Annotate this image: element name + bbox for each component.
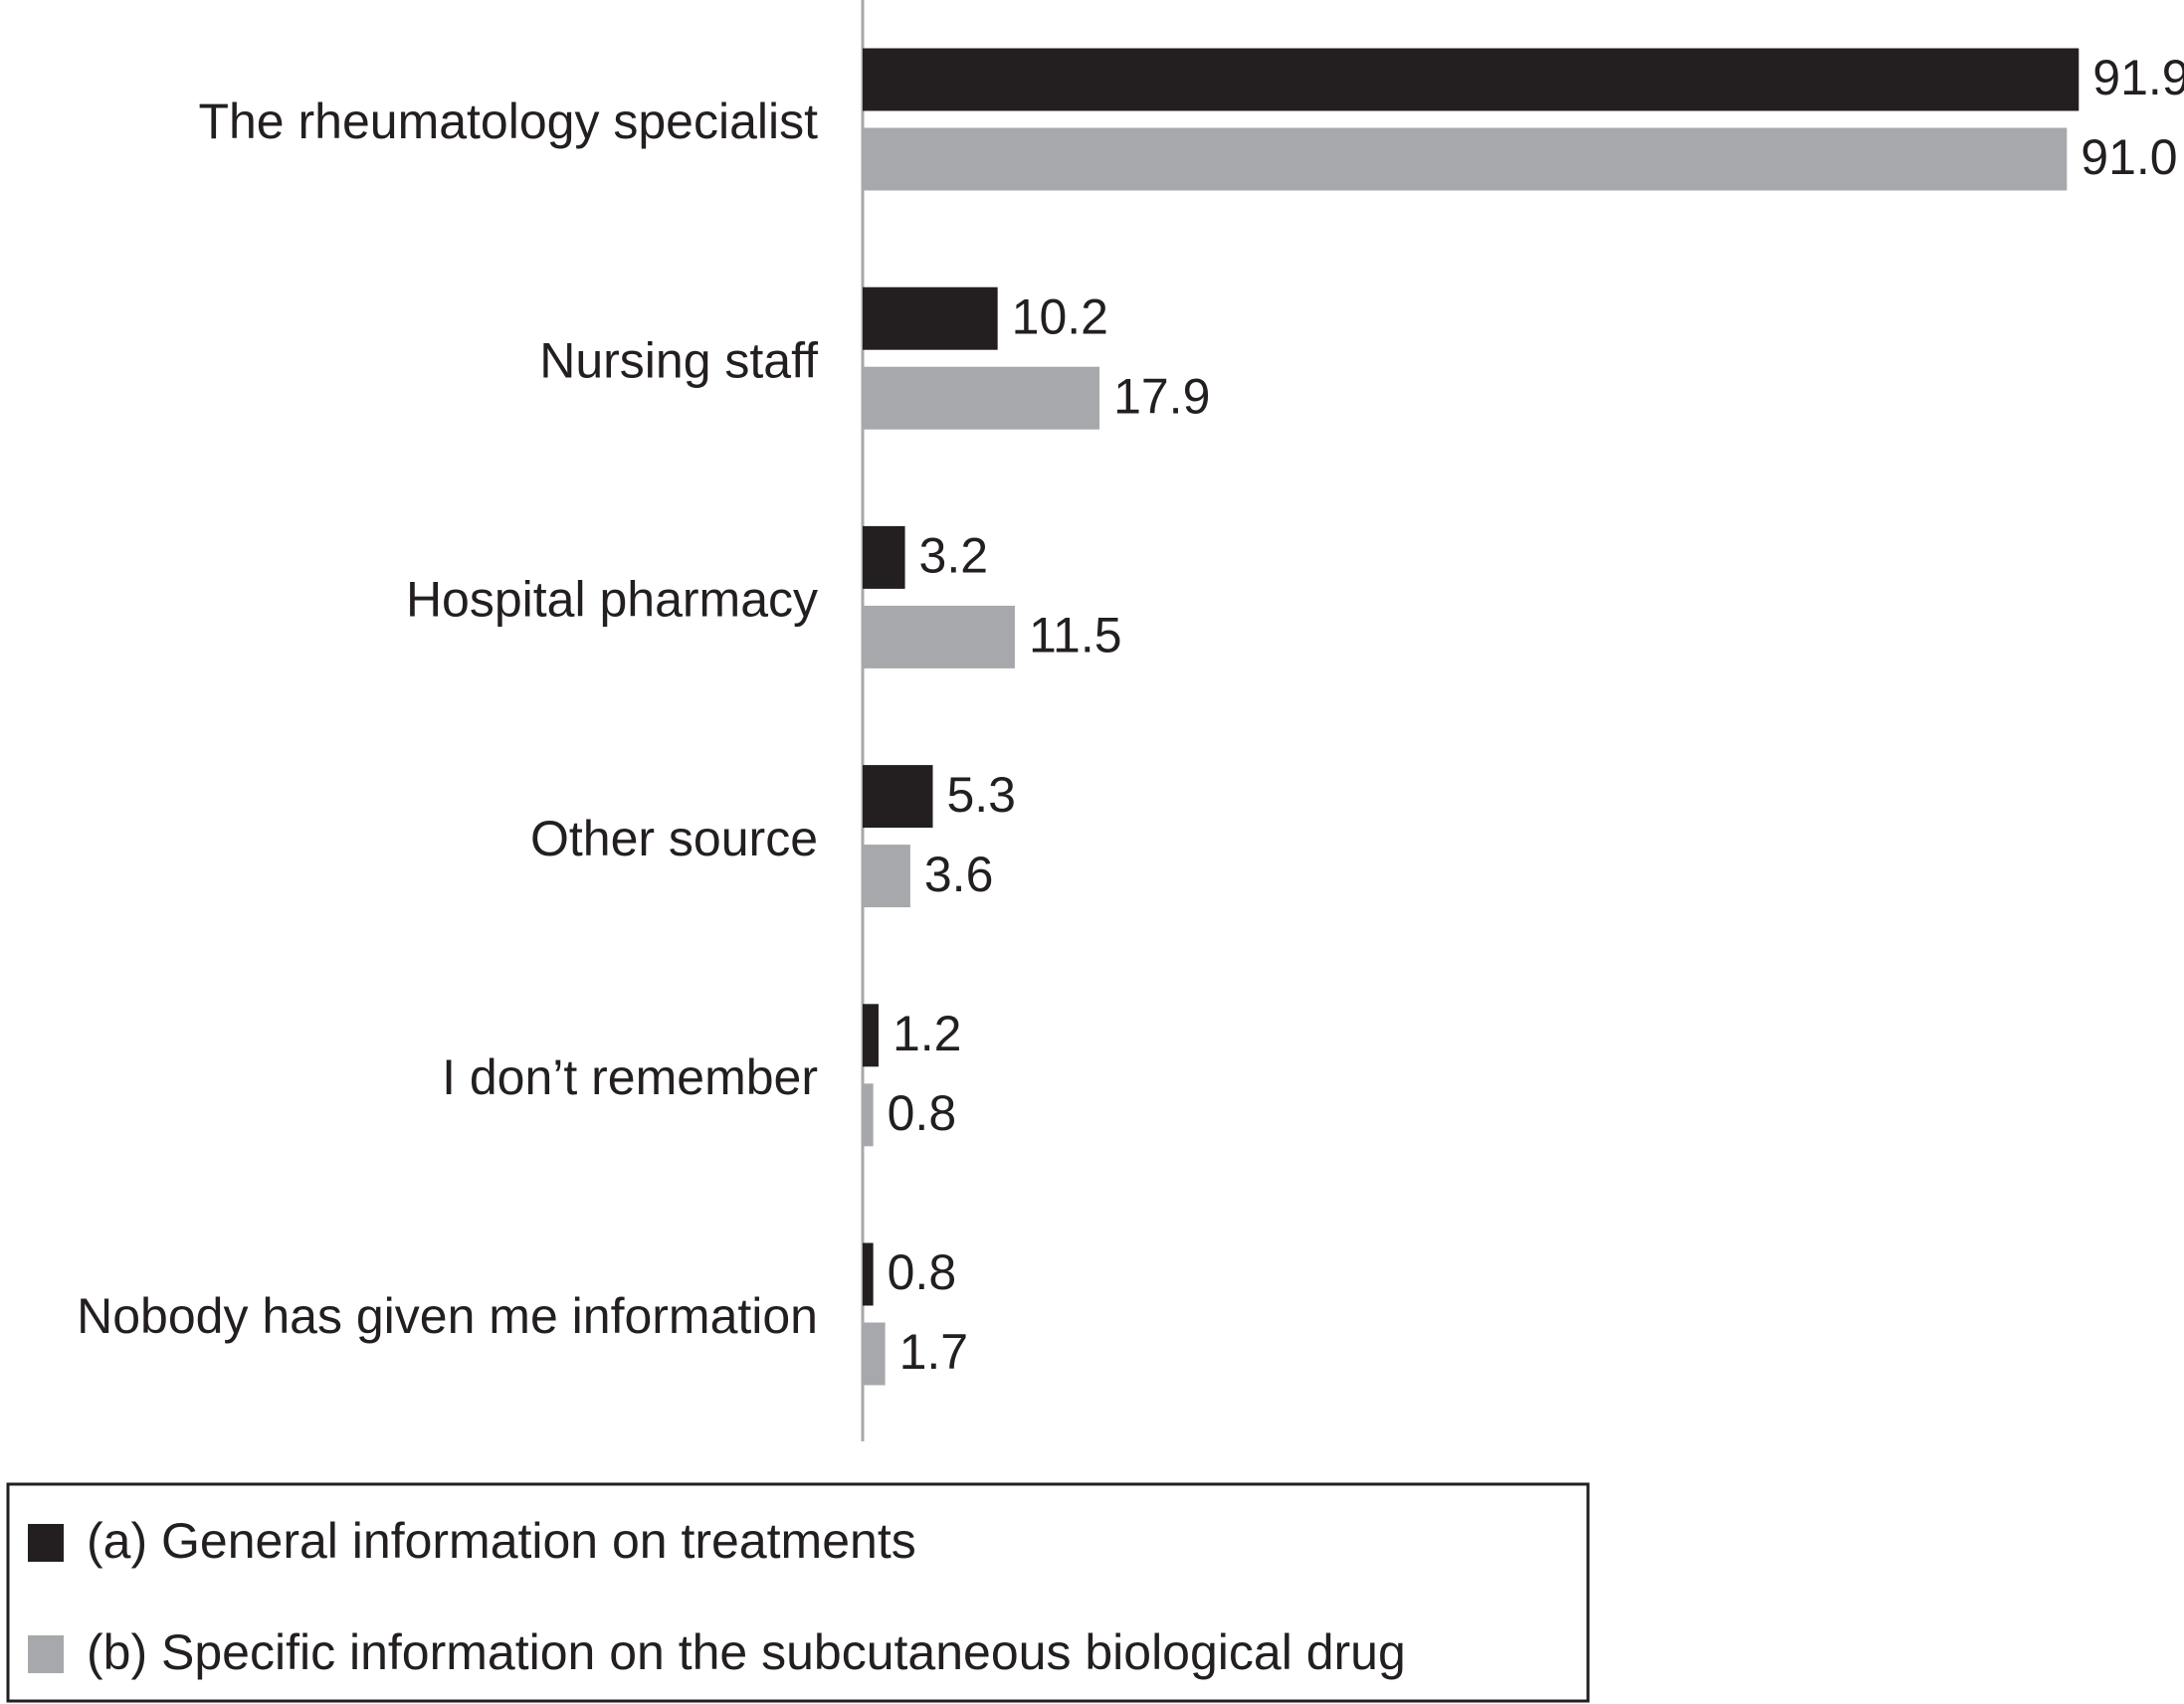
value-label: 11.5 [1029, 608, 1122, 663]
legend-label: (b) Specific information on the subcutan… [87, 1624, 1406, 1680]
bar [863, 1083, 874, 1147]
category-label: Hospital pharmacy [406, 572, 818, 628]
category-label: Nobody has given me information [77, 1288, 818, 1344]
bar [863, 127, 2068, 191]
value-label: 1.2 [893, 1006, 962, 1061]
legend-swatch [28, 1635, 64, 1673]
bar [863, 845, 910, 908]
value-label: 3.6 [924, 847, 994, 902]
bar [863, 48, 2080, 111]
bar [863, 286, 998, 350]
legend-label: (a) General information on treatments [87, 1513, 916, 1569]
value-label: 3.2 [919, 528, 989, 584]
category-label: The rheumatology specialist [198, 94, 818, 149]
bar [863, 525, 905, 589]
value-label: 1.7 [899, 1324, 969, 1380]
bar [863, 605, 1015, 668]
value-label: 91.0 [2081, 129, 2177, 185]
value-label: 0.8 [888, 1085, 957, 1141]
value-label: 5.3 [946, 767, 1016, 823]
category-label: I don’t remember [442, 1049, 818, 1105]
bar [863, 366, 1100, 430]
value-label: 17.9 [1113, 368, 1210, 424]
value-label: 10.2 [1012, 288, 1108, 344]
category-label: Other source [530, 811, 818, 866]
legend-swatch [28, 1524, 64, 1562]
value-label: 0.8 [888, 1244, 957, 1300]
bar [863, 1004, 879, 1067]
bar [863, 1242, 874, 1306]
legend-box [6, 1482, 1590, 1703]
category-label: Nursing staff [539, 332, 818, 388]
bar [863, 765, 933, 829]
bar [863, 1322, 886, 1386]
value-label: 91.9 [2092, 50, 2184, 105]
